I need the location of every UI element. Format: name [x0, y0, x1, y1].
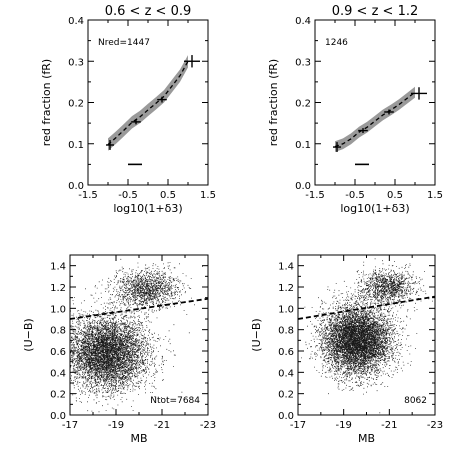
x-tick-label: -23 — [200, 420, 216, 431]
x-tick-label: -1.5 — [78, 190, 98, 201]
panel-fr-high-z: 0.0 0.1 0.2 0.3 0.4 -1.5 -0.5 0.5 1.5 0.9 < z < 1… — [267, 4, 443, 215]
y-tick-label: 0.4 — [295, 16, 311, 27]
y-axis-label: red fraction (fR) — [40, 59, 53, 146]
x-tick-label: -19 — [335, 420, 351, 431]
y-tick-label: 0.8 — [50, 326, 66, 337]
y-tick-label: 0.3 — [68, 57, 84, 68]
error-band — [108, 55, 188, 151]
y-tick-label: 1.4 — [50, 262, 66, 273]
x-axis-label: MB — [358, 432, 375, 445]
x-tick-label: -0.5 — [118, 190, 138, 201]
error-band — [335, 86, 415, 152]
y-tick-label: 0.0 — [278, 411, 294, 422]
color-divider-line — [297, 295, 436, 320]
median-line — [334, 91, 416, 148]
y-tick-label: 0.2 — [50, 390, 66, 401]
y-tick-label: 0.0 — [295, 181, 311, 192]
data-point-2 — [384, 109, 394, 115]
x-tick-label: -0.5 — [345, 190, 365, 201]
x-axis-label: log10(1+δ3) — [340, 202, 409, 215]
x-tick-label: 0.5 — [160, 190, 176, 201]
data-point-1 — [358, 128, 368, 134]
panel-title: 0.6 < z < 0.9 — [105, 4, 192, 19]
y-tick-label: 0.1 — [295, 140, 311, 151]
data-point-3 — [184, 55, 200, 68]
y-tick-label: 0.3 — [295, 57, 311, 68]
count-annotation: Ntot=7684 — [150, 396, 200, 406]
count-annotation: 8062 — [404, 396, 427, 406]
x-tick-label: -21 — [154, 420, 170, 431]
data-point-0 — [333, 142, 341, 152]
panel-cmd-high-z: 0.0 0.2 0.4 0.6 0.8 1.0 1.2 1.4 -17 -19 -21 -23 MB (U… — [250, 254, 443, 445]
panel-fr-low-z: 0.0 0.1 0.2 0.3 0.4 -1.5 -0.5 0.5 1.5 0.6 < z < 0… — [40, 4, 216, 215]
y-tick-label: 0.4 — [278, 368, 294, 379]
x-tick-label: -17 — [62, 420, 78, 431]
y-tick-label: 0.0 — [68, 181, 84, 192]
y-tick-label: 0.1 — [68, 140, 84, 151]
y-axis-label: (U−B) — [22, 318, 35, 351]
y-tick-label: 0.2 — [278, 390, 294, 401]
panel-cmd-low-z: 0.0 0.2 0.4 0.6 0.8 1.0 1.2 1.4 -17 -19 -21 -23 MB (U… — [22, 254, 216, 445]
y-tick-label: 1.0 — [278, 304, 294, 315]
x-tick-label: -21 — [381, 420, 397, 431]
y-tick-label: 1.2 — [50, 283, 66, 294]
panel-title: 0.9 < z < 1.2 — [332, 4, 419, 19]
color-divider-line — [69, 297, 209, 320]
x-tick-label: 0.5 — [387, 190, 403, 201]
data-point-1 — [131, 119, 141, 125]
count-annotation: 1246 — [325, 38, 348, 48]
x-tick-label: -1.5 — [305, 190, 325, 201]
y-tick-label: 0.8 — [278, 326, 294, 337]
scatter-points — [70, 258, 203, 413]
y-tick-label: 0.2 — [295, 99, 311, 110]
median-line — [107, 60, 189, 146]
x-axis-label: MB — [130, 432, 147, 445]
y-tick-label: 0.6 — [278, 347, 294, 358]
y-tick-label: 0.0 — [50, 411, 66, 422]
count-annotation: Nred=1447 — [98, 38, 150, 48]
y-tick-label: 1.2 — [278, 283, 294, 294]
y-tick-label: 0.4 — [50, 368, 66, 379]
y-tick-label: 1.0 — [50, 304, 66, 315]
data-point-2 — [157, 96, 167, 103]
x-tick-label: -19 — [108, 420, 124, 431]
y-axis-label: red fraction (fR) — [267, 59, 280, 146]
x-tick-label: -23 — [427, 420, 443, 431]
data-point-3 — [411, 87, 427, 100]
x-tick-label: -17 — [290, 420, 306, 431]
y-tick-label: 0.2 — [68, 99, 84, 110]
scatter-points — [301, 258, 433, 414]
data-point-0 — [106, 140, 114, 150]
x-tick-label: 1.5 — [427, 190, 443, 201]
y-tick-label: 0.4 — [68, 16, 84, 27]
x-tick-label: 1.5 — [200, 190, 216, 201]
y-tick-label: 1.4 — [278, 262, 294, 273]
x-axis-label: log10(1+δ3) — [113, 202, 182, 215]
y-tick-label: 0.6 — [50, 347, 66, 358]
y-axis-label: (U−B) — [250, 318, 263, 351]
